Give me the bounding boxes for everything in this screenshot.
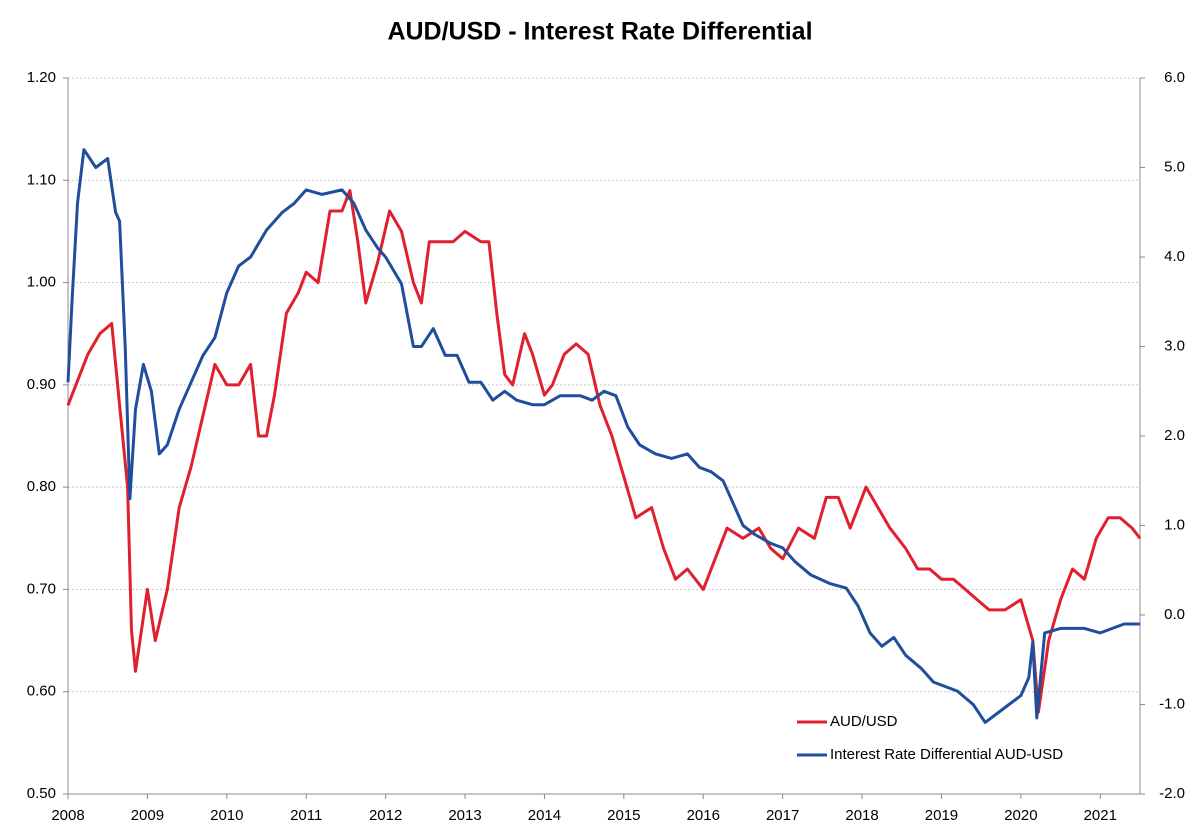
- line-series: [66, 189, 1142, 714]
- y2-tick-label: -1.0: [1159, 695, 1185, 712]
- x-tick-label: 2011: [290, 807, 322, 824]
- y-tick-label: 1.10: [27, 171, 56, 188]
- x-tick-label: 2015: [607, 807, 640, 824]
- y2-tick-label: -2.0: [1159, 785, 1185, 802]
- y2-tick-label: 1.0: [1164, 516, 1185, 533]
- y2-tick-label: 4.0: [1164, 248, 1185, 265]
- y2-tick-label: 3.0: [1164, 337, 1185, 354]
- y2-tick-label: 2.0: [1164, 427, 1185, 444]
- y2-tick-label: 0.0: [1164, 606, 1185, 623]
- x-tick-label: 2012: [369, 807, 402, 824]
- x-tick-label: 2020: [1004, 807, 1037, 824]
- x-tick-label: 2016: [687, 807, 720, 824]
- x-tick-label: 2014: [528, 807, 561, 824]
- y-tick-label: 1.20: [27, 69, 56, 86]
- y-tick-label: 0.90: [27, 376, 56, 393]
- y-tick-label: 0.80: [27, 478, 56, 495]
- chart-title: AUD/USD - Interest Rate Differential: [387, 18, 812, 46]
- legend-label: AUD/USD: [830, 713, 898, 730]
- y-tick-label: 0.60: [27, 683, 56, 700]
- y-tick-label: 0.70: [27, 580, 56, 597]
- x-tick-label: 2021: [1084, 807, 1117, 824]
- line-series: [66, 148, 1140, 724]
- x-tick-label: 2013: [448, 807, 481, 824]
- x-tick-label: 2009: [131, 807, 164, 824]
- x-tick-label: 2008: [51, 807, 84, 824]
- y2-tick-label: 6.0: [1164, 69, 1185, 86]
- x-tick-label: 2018: [845, 807, 878, 824]
- x-tick-label: 2017: [766, 807, 799, 824]
- x-tick-label: 2019: [925, 807, 958, 824]
- y-tick-label: 1.00: [27, 274, 56, 291]
- y2-tick-label: 5.0: [1164, 158, 1185, 175]
- y-tick-label: 0.50: [27, 785, 56, 802]
- x-tick-label: 2010: [210, 807, 243, 824]
- legend-label: Interest Rate Differential AUD-USD: [830, 746, 1063, 763]
